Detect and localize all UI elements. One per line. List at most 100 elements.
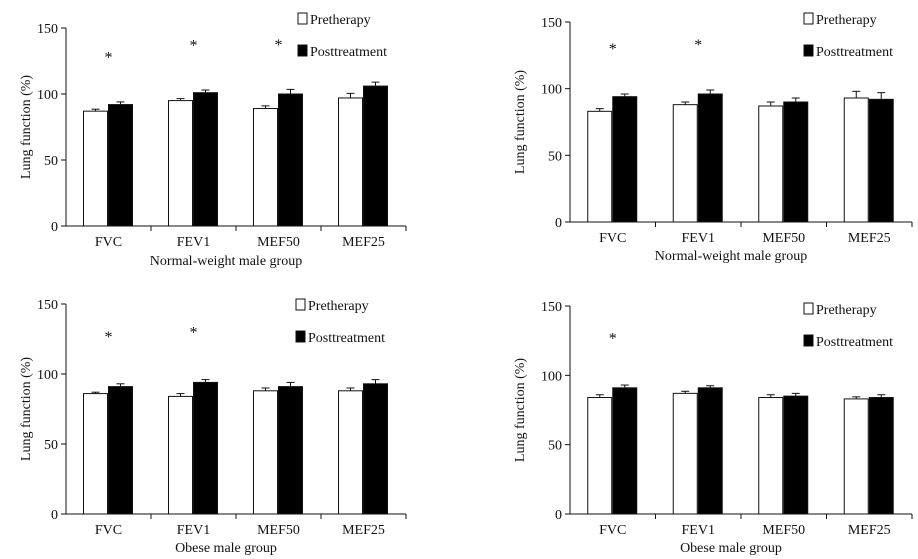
- bar-posttreatment: [697, 387, 723, 515]
- bar-pretherapy: [168, 100, 193, 227]
- y-tick-label: 0: [555, 216, 562, 231]
- chart-panel-2: 0 50 100 150 Lung function (%) FVC * FEV1 * MEF50…: [513, 12, 913, 264]
- x-tick-label: MEF25: [342, 523, 385, 538]
- y-tick-label: 0: [51, 508, 58, 523]
- y-tick-label: 100: [541, 83, 562, 98]
- legend-label-posttreatment: Posttreatment: [816, 45, 893, 60]
- bar-posttreatment: [193, 381, 218, 515]
- chart-panel-4: 0 50 100 150 Lung function (%) FVC * FEV1 MEF50 M…: [513, 300, 913, 556]
- y-tick-label: 0: [51, 220, 58, 235]
- y-tick-label: 50: [44, 438, 58, 453]
- x-tick-label: MEF50: [762, 231, 805, 246]
- bar-pretherapy: [168, 395, 193, 515]
- bar-posttreatment: [363, 85, 388, 227]
- legend-label-pretherapy: Pretherapy: [308, 299, 369, 314]
- y-tick-label: 150: [541, 16, 562, 31]
- bar-pretherapy: [83, 393, 108, 515]
- y-axis-label: Lung function (%): [19, 357, 34, 462]
- y-tick-label: 100: [541, 369, 562, 384]
- significance-marker: *: [190, 37, 198, 54]
- x-tick-label: FEV1: [177, 235, 210, 250]
- y-tick-label: 100: [37, 368, 58, 383]
- bar-posttreatment: [278, 386, 303, 515]
- bar-posttreatment: [697, 93, 723, 223]
- bar-pretherapy: [253, 390, 278, 515]
- x-tick-label: FVC: [599, 523, 626, 538]
- bar-posttreatment: [868, 98, 894, 223]
- bar-pretherapy: [338, 390, 363, 515]
- x-tick-label: FEV1: [682, 231, 715, 246]
- x-tick-label: MEF25: [848, 231, 891, 246]
- x-axis-label: Normal-weight male group: [150, 254, 302, 269]
- x-tick-label: FEV1: [177, 523, 210, 538]
- legend-label-posttreatment: Posttreatment: [308, 331, 385, 346]
- significance-marker: *: [190, 325, 198, 342]
- x-axis-label: Obese male group: [175, 541, 277, 556]
- significance-marker: *: [609, 330, 617, 347]
- chart-panel-3: 0 50 100 150 Lung function (%) FVC * FEV1 * MEF50…: [19, 298, 407, 556]
- x-tick-label: MEF50: [257, 235, 300, 250]
- x-tick-label: FVC: [95, 235, 122, 250]
- bar-pretherapy: [338, 97, 363, 227]
- x-axis-label: Obese male group: [680, 541, 782, 556]
- significance-marker: *: [694, 37, 702, 54]
- legend-label-posttreatment: Posttreatment: [816, 335, 893, 350]
- bar-pretherapy: [587, 397, 613, 515]
- bar-pretherapy: [253, 108, 278, 227]
- y-tick-label: 100: [37, 88, 58, 103]
- bar-posttreatment: [193, 92, 218, 227]
- bar-pretherapy: [758, 105, 784, 223]
- y-tick-label: 50: [44, 154, 58, 169]
- legend-swatch-posttreatment: [295, 330, 306, 343]
- x-axis-label: Normal-weight male group: [655, 249, 807, 264]
- y-tick-label: 50: [548, 439, 562, 454]
- legend-swatch-pretherapy: [803, 302, 814, 315]
- x-tick-label: FEV1: [682, 523, 715, 538]
- x-tick-label: MEF50: [762, 523, 805, 538]
- significance-marker: *: [105, 329, 113, 346]
- y-axis-label: Lung function (%): [19, 75, 34, 180]
- legend-label-posttreatment: Posttreatment: [310, 45, 387, 60]
- significance-marker: *: [105, 49, 113, 66]
- legend-swatch-posttreatment: [803, 334, 814, 347]
- y-tick-label: 150: [37, 298, 58, 313]
- chart-panel-1: 0 50 100 150 Lung function (%) FVC * FEV1 * MEF50…: [19, 12, 407, 269]
- bar-posttreatment: [108, 104, 133, 227]
- legend-label-pretherapy: Pretherapy: [816, 303, 877, 318]
- x-tick-label: FVC: [599, 231, 626, 246]
- bar-posttreatment: [783, 101, 809, 223]
- legend-swatch-pretherapy: [295, 298, 306, 311]
- y-tick-label: 0: [555, 508, 562, 523]
- y-tick-label: 50: [548, 149, 562, 164]
- legend-label-pretherapy: Pretherapy: [310, 13, 371, 28]
- bar-posttreatment: [278, 93, 303, 227]
- y-tick-label: 150: [37, 22, 58, 37]
- bar-pretherapy: [587, 110, 613, 223]
- legend-swatch-pretherapy: [803, 12, 814, 25]
- bar-pretherapy: [672, 104, 698, 223]
- x-tick-label: FVC: [95, 523, 122, 538]
- significance-marker: *: [275, 37, 283, 54]
- significance-marker: *: [609, 41, 617, 58]
- bar-pretherapy: [758, 397, 784, 515]
- bar-pretherapy: [843, 398, 869, 515]
- legend-swatch-pretherapy: [297, 12, 308, 25]
- y-axis-label: Lung function (%): [513, 70, 528, 175]
- bar-posttreatment: [108, 386, 133, 515]
- legend-swatch-posttreatment: [297, 44, 308, 57]
- bar-posttreatment: [868, 397, 894, 515]
- x-tick-label: MEF50: [257, 523, 300, 538]
- x-tick-label: MEF25: [342, 235, 385, 250]
- bar-posttreatment: [612, 96, 638, 223]
- bar-pretherapy: [83, 110, 108, 227]
- y-tick-label: 150: [541, 300, 562, 315]
- bar-posttreatment: [363, 383, 388, 515]
- bar-pretherapy: [843, 97, 869, 223]
- y-axis-label: Lung function (%): [513, 358, 528, 463]
- bar-posttreatment: [783, 395, 809, 515]
- bar-pretherapy: [672, 392, 698, 515]
- bar-posttreatment: [612, 387, 638, 515]
- legend-swatch-posttreatment: [803, 44, 814, 57]
- legend-label-pretherapy: Pretherapy: [816, 13, 877, 28]
